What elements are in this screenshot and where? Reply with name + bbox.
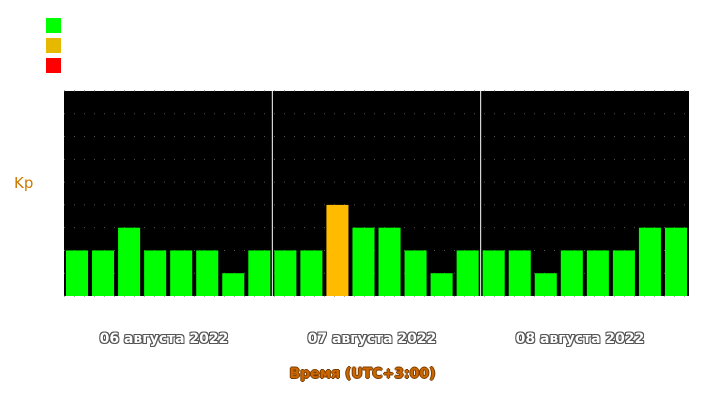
bar-07-12 [378, 227, 401, 296]
bar-08-21 [664, 227, 687, 296]
bar-06-15 [196, 250, 219, 296]
bar-06-21 [248, 250, 271, 296]
bar-08-09 [560, 250, 583, 296]
bar-07-06 [326, 204, 349, 296]
bar-07-21 [456, 250, 479, 296]
bar-07-15 [404, 250, 427, 296]
legend-swatch-red [46, 58, 61, 73]
bar-07-00 [274, 250, 297, 296]
bar-08-12 [586, 250, 609, 296]
day-label-1: 06 августа 2022 [99, 331, 229, 347]
plot-background [64, 91, 689, 296]
bar-06-12 [170, 250, 193, 296]
bar-06-09 [144, 250, 167, 296]
legend-swatch-green [46, 18, 61, 33]
y-axis-label: Kp [14, 174, 34, 192]
bar-07-09 [352, 227, 375, 296]
bar-06-03 [92, 250, 115, 296]
bar-08-18 [638, 227, 661, 296]
bar-06-18 [222, 273, 245, 296]
legend-swatch-yellow [46, 38, 61, 53]
bar-07-18 [430, 273, 453, 296]
x-axis-label: Время (UTC+3:00) [289, 366, 436, 382]
bar-06-06 [118, 227, 141, 296]
day-label-2: 07 августа 2022 [307, 331, 437, 347]
day-label-3: 08 августа 2022 [515, 331, 645, 347]
bar-06-00 [66, 250, 89, 296]
bar-07-03 [300, 250, 323, 296]
bar-08-15 [612, 250, 635, 296]
bar-08-06 [534, 273, 557, 296]
bar-08-03 [508, 250, 531, 296]
bar-08-00 [482, 250, 505, 296]
